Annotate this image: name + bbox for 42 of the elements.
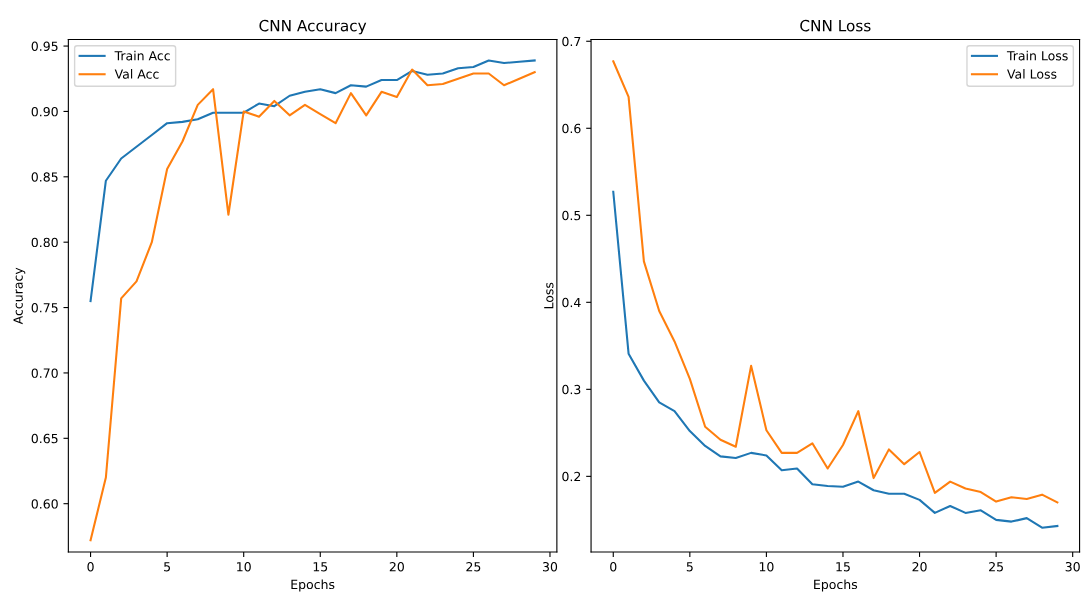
x-tick-label: 0 [610, 562, 617, 572]
line-series [89, 68, 536, 542]
x-tick-label: 15 [836, 562, 850, 572]
legend-label: Val Acc [114, 69, 159, 79]
x-tick-label: 5 [164, 562, 171, 572]
y-tick-label: 0.65 [31, 433, 58, 444]
y-tick-label: 0.4 [562, 297, 581, 308]
x-axis-title: Epochs [814, 579, 858, 592]
y-tick-label: 0.7 [562, 36, 581, 47]
legend-label: Train Loss [1006, 50, 1068, 61]
legend-label: Train Acc [114, 50, 170, 61]
y-tick-label: 0.80 [31, 237, 58, 248]
y-axis-title: Loss [544, 282, 554, 309]
y-tick-label: 0.2 [562, 471, 581, 482]
line-series [612, 60, 1059, 504]
y-axis-title: Accuracy [13, 267, 26, 325]
x-tick-label: 10 [237, 562, 251, 572]
y-tick-label: 0.6 [562, 123, 581, 134]
x-tick-label: 10 [759, 562, 774, 572]
x-tick-label: 5 [686, 562, 693, 572]
x-tick-label: 25 [989, 562, 1003, 572]
x-tick-label: 15 [313, 562, 328, 572]
x-tick-label: 20 [912, 562, 927, 572]
x-tick-label: 0 [87, 562, 94, 572]
y-tick-label: 0.85 [31, 172, 58, 182]
y-tick-label: 0.3 [562, 384, 581, 395]
line-series [612, 190, 1059, 529]
y-tick-label: 0.60 [31, 499, 58, 509]
x-tick-label: 30 [542, 562, 558, 572]
x-tick-label: 25 [466, 562, 481, 572]
legend-label: Val Loss [1007, 69, 1057, 79]
x-axis-title: Epochs [291, 579, 335, 592]
chart-title: CNN Accuracy [259, 19, 367, 35]
y-tick-label: 0.75 [31, 303, 58, 313]
y-tick-label: 0.90 [31, 106, 58, 117]
chart-title: CNN Loss [800, 19, 871, 32]
x-tick-label: 20 [389, 562, 404, 572]
y-tick-label: 0.70 [31, 368, 58, 378]
line-series [89, 59, 536, 303]
x-tick-label: 30 [1065, 562, 1080, 572]
y-tick-label: 0.95 [31, 41, 58, 51]
y-tick-label: 0.5 [562, 210, 581, 221]
